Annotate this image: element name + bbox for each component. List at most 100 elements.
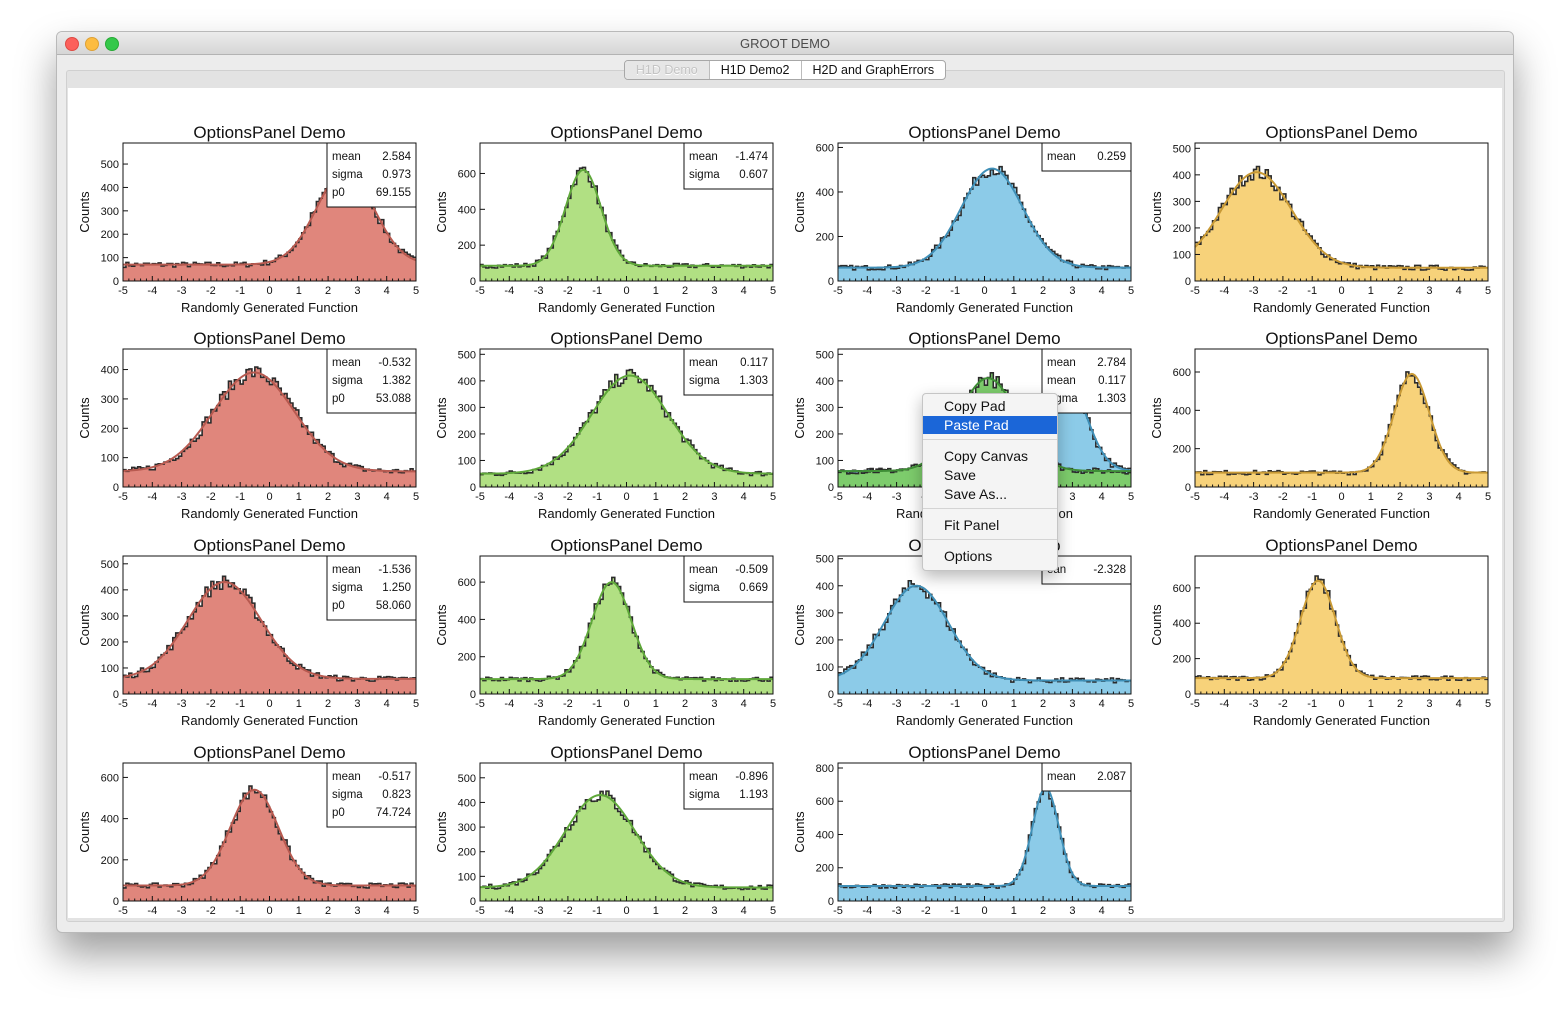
- x-tick-label: -4: [147, 491, 157, 503]
- x-tick-label: 1: [296, 905, 302, 917]
- minimize-window-button[interactable]: [85, 37, 99, 51]
- y-tick-label: 0: [1185, 482, 1191, 494]
- x-tick-label: -2: [563, 905, 573, 917]
- stats-key: sigma: [332, 582, 363, 594]
- x-tick-label: -2: [563, 698, 573, 710]
- x-tick-label: 0: [1338, 285, 1344, 297]
- chart-title: OptionsPanel Demo: [193, 123, 345, 142]
- x-tick-label: -2: [921, 285, 931, 297]
- x-tick-label: 4: [1099, 491, 1105, 503]
- x-tick-label: -5: [475, 905, 485, 917]
- tab-h1d-demo[interactable]: H1D Demo: [624, 61, 709, 79]
- zoom-window-button[interactable]: [105, 37, 119, 51]
- histogram-fill: [838, 580, 1131, 694]
- y-axis-label: Counts: [1149, 604, 1164, 646]
- y-tick-label: 500: [101, 559, 119, 571]
- histogram-pad: OptionsPanel Demo -5 -4 -3 -2 -1 0 1 2 3 4 5 0 200 400…: [792, 743, 1134, 917]
- histogram-pad: OptionsPanel Demo -5 -4 -3 -2 -1 0 1 2 3 4 5 0 200 400…: [434, 536, 776, 728]
- x-tick-label: -5: [1190, 698, 1200, 710]
- x-tick-label: -3: [177, 491, 187, 503]
- menu-item-paste-pad[interactable]: Paste Pad: [923, 416, 1057, 434]
- x-tick-label: 4: [1099, 905, 1105, 917]
- histogram-fill: [123, 786, 416, 901]
- menu-item-save[interactable]: Save: [944, 467, 976, 483]
- stats-value: 2.087: [1097, 771, 1126, 783]
- x-tick-label: 0: [266, 285, 272, 297]
- histogram-outline: [838, 372, 1131, 475]
- y-axis-label: Counts: [434, 397, 449, 439]
- x-tick-label: 4: [384, 285, 390, 297]
- x-tick-label: -3: [177, 698, 187, 710]
- x-tick-label: -4: [862, 698, 872, 710]
- x-tick-label: 4: [1456, 698, 1462, 710]
- x-axis-label: Randomly Generated Function: [1253, 300, 1430, 315]
- menu-item-fit-panel[interactable]: Fit Panel: [944, 517, 1000, 533]
- menu-item-save-as[interactable]: Save As...: [944, 486, 1008, 502]
- x-tick-label: -4: [504, 698, 514, 710]
- x-tick-label: -3: [534, 698, 544, 710]
- x-tick-label: -3: [177, 905, 187, 917]
- histogram-pad: OptionsPanel Demo -5 -4 -3 -2 -1 0 1 2 3 4 5 0 200 400…: [77, 743, 419, 917]
- stats-key: p0: [332, 600, 345, 612]
- y-tick-label: 300: [101, 394, 119, 406]
- tab-h2d-and-grapherrors[interactable]: H2D and GraphErrors: [800, 61, 946, 79]
- window-title: GROOT DEMO: [739, 36, 831, 51]
- x-tick-label: 1: [296, 698, 302, 710]
- x-axis-label: Randomly Generated Function: [1253, 713, 1430, 728]
- x-tick-label: 1: [653, 905, 659, 917]
- stats-value: 1.382: [382, 375, 411, 387]
- histogram-fill: [838, 784, 1131, 901]
- x-tick-label: -5: [118, 698, 128, 710]
- menu-item-options[interactable]: Options: [944, 548, 993, 564]
- title-bar: GROOT DEMO: [57, 32, 1513, 55]
- x-tick-label: 5: [770, 491, 776, 503]
- x-axis-label: Randomly Generated Function: [181, 713, 358, 728]
- x-tick-label: -4: [147, 698, 157, 710]
- tab-h1d-demo2[interactable]: H1D Demo2: [708, 61, 801, 79]
- context-menu[interactable]: Copy Pad Paste Pad Copy Canvas Save Save…: [922, 393, 1058, 571]
- fit-curve: [1194, 171, 1488, 269]
- x-tick-label: 3: [1069, 285, 1075, 297]
- x-tick-label: 3: [354, 698, 360, 710]
- x-tick-label: -2: [563, 491, 573, 503]
- embedded-canvas[interactable]: OptionsPanel Demo -5 -4 -3 -2 -1 0 1 2 3 4 5 0 1 0 0 200…: [68, 88, 1502, 918]
- y-tick-label: 200: [458, 429, 476, 441]
- x-tick-label: -4: [504, 905, 514, 917]
- stats-key: sigma: [689, 582, 720, 594]
- menu-item-copy-canvas[interactable]: Copy Canvas: [944, 448, 1029, 464]
- stats-value: -0.532: [378, 357, 411, 369]
- stats-value: 0.607: [739, 169, 768, 181]
- y-axis-label: Counts: [77, 397, 92, 439]
- fit-curve: [479, 168, 773, 267]
- histogram-pad: OptionsPanel Demo -5 -4 -3 -2 -1 0 1 2 3 4 5 0 100 200…: [434, 329, 776, 521]
- x-tick-label: 2: [1040, 698, 1046, 710]
- x-tick-label: -2: [206, 285, 216, 297]
- stats-value: 0.823: [382, 789, 411, 801]
- x-tick-label: 3: [354, 491, 360, 503]
- close-window-button[interactable]: [65, 37, 79, 51]
- stats-value: 1.303: [1097, 393, 1126, 405]
- x-tick-label: 4: [741, 698, 747, 710]
- y-axis-label: Counts: [792, 191, 807, 233]
- stats-key: p0: [332, 393, 345, 405]
- x-tick-label: -2: [206, 698, 216, 710]
- x-tick-label: -3: [1249, 698, 1259, 710]
- x-tick-label: 3: [1069, 698, 1075, 710]
- histogram-grid[interactable]: OptionsPanel Demo -5 -4 -3 -2 -1 0 1 2 3 4 5 0 1 0 0 200…: [68, 88, 1502, 918]
- x-axis-label: Randomly Generated Function: [896, 300, 1073, 315]
- stats-key: mean: [1047, 151, 1076, 163]
- x-tick-label: 4: [1099, 698, 1105, 710]
- x-tick-label: -3: [534, 905, 544, 917]
- menu-item-copy-pad[interactable]: Copy Pad: [944, 398, 1006, 414]
- x-tick-label: -4: [147, 905, 157, 917]
- histogram-fill: [838, 166, 1131, 281]
- x-tick-label: -1: [592, 491, 602, 503]
- y-axis-label: Counts: [792, 604, 807, 646]
- y-tick-label: 0: [470, 896, 476, 908]
- histogram-pad: OptionsPanel Demo -5 -4 -3 -2 -1 0 1 2 3 4 5 0 200 400…: [1149, 536, 1491, 728]
- x-tick-label: 4: [384, 698, 390, 710]
- x-tick-label: 1: [653, 285, 659, 297]
- stats-key: mean: [332, 151, 361, 163]
- y-tick-label: 800: [816, 763, 834, 775]
- x-tick-label: -1: [235, 905, 245, 917]
